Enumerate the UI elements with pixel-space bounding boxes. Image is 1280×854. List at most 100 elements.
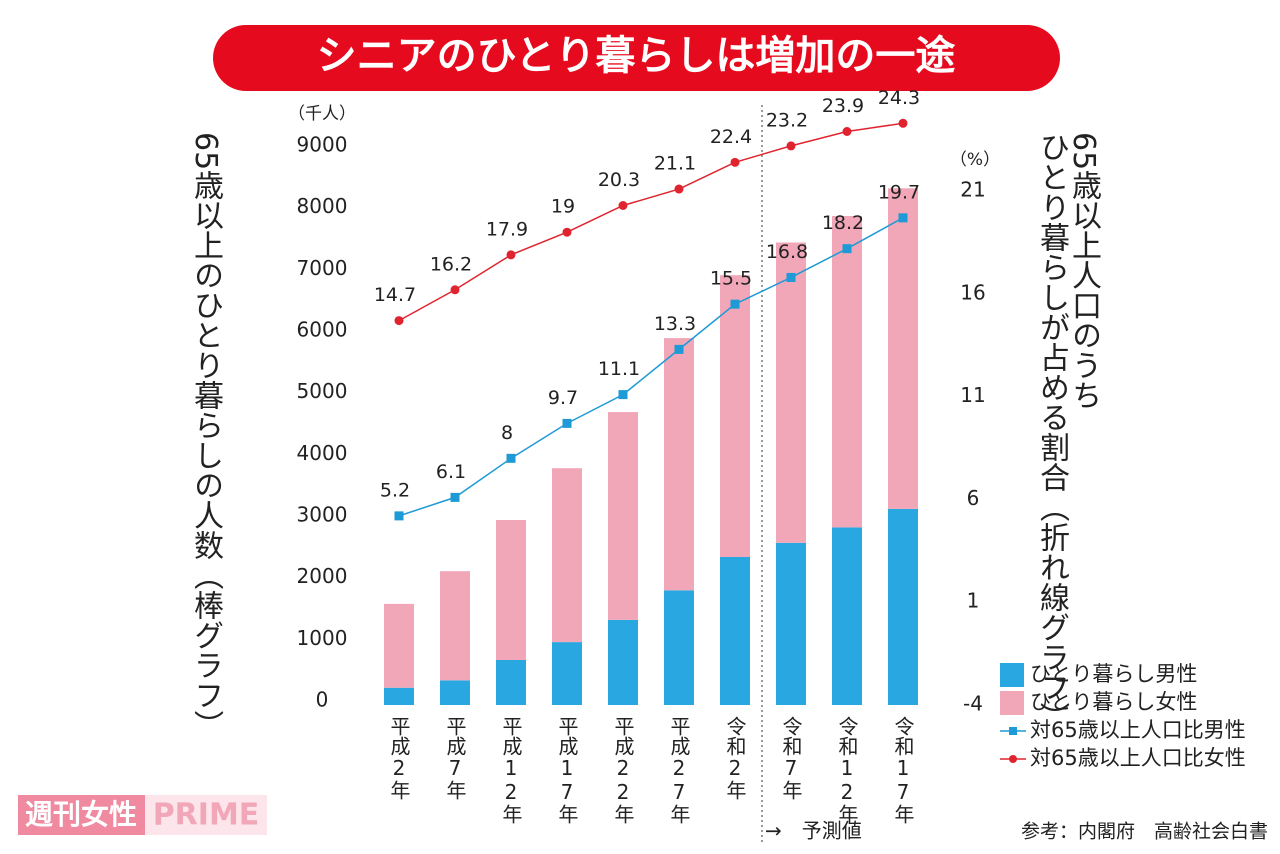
x-tick-label: 令和7年 [779,716,803,800]
bar [888,508,918,705]
x-tick-label: 令和17年 [891,716,915,824]
marker [674,184,684,194]
data-label: 5.2 [380,479,410,501]
data-label: 16.2 [430,253,472,275]
marker [450,492,460,502]
brand-box [18,795,145,835]
bar [384,603,414,688]
bar [440,571,470,681]
y2-axis-label: 65歳以上人口のうち [1066,132,1101,411]
bar [608,412,638,620]
marker [450,285,460,295]
y2-tick-label: 1 [967,589,980,613]
y-unit: （千人） [288,104,356,124]
x-tick-label: 平成12年 [499,716,523,824]
marker [730,157,740,167]
y-tick-label: 5000 [297,379,348,403]
legend-marker [1009,727,1017,735]
y2-tick-label: 11 [960,383,985,407]
y2-axis-label: ひとり暮らしが占める割合（折れ線グラフ） [1034,132,1069,732]
data-label: 13.3 [654,313,696,335]
chart-title: シニアのひとり暮らしは増加の一途 [317,33,956,79]
bar [440,680,470,705]
data-label: 19.7 [878,181,920,203]
marker [842,244,852,254]
x-tick-label: 平成27年 [667,716,691,824]
marker [674,344,684,354]
brand-box-2 [145,795,267,835]
y-tick-label: 6000 [297,318,348,342]
marker [618,201,628,210]
bar [664,590,694,705]
marker [562,227,572,237]
marker [618,390,628,400]
bar [776,242,806,543]
y-tick-label: 1000 [297,626,348,650]
bar [384,687,414,705]
x-tick-label: 平成17年 [555,716,579,824]
legend-swatch [1000,691,1024,715]
y-tick-label: 8000 [297,194,348,218]
data-label: 20.3 [598,169,640,191]
data-label: 16.8 [766,241,808,263]
marker [842,127,852,136]
y-tick-label: 3000 [297,503,348,527]
x-tick-label: 令和12年 [835,716,859,824]
x-tick-label: 平成22年 [611,716,635,824]
bar [664,338,694,591]
y-axis-label: 65歳以上のひとり暮らしの人数（棒グラフ） [188,132,223,741]
y-tick-label: 7000 [297,256,348,280]
y2-tick-label: -4 [963,692,983,716]
data-label: 9.7 [548,387,578,409]
marker [394,511,404,521]
data-label: 11.1 [598,358,640,380]
bar [832,215,862,528]
legend-swatch [1000,663,1024,687]
bar [496,520,526,660]
marker [394,316,404,326]
marker [786,272,796,282]
marker [506,250,516,260]
legend-marker [1009,755,1017,763]
marker [562,418,572,428]
data-label: 23.2 [766,109,808,131]
bar [552,642,582,705]
bar [552,468,582,643]
data-label: 19 [551,196,575,218]
y-tick-label: 0 [316,688,329,712]
data-label: 17.9 [486,218,528,240]
line [398,122,904,322]
brand: PRIME [153,798,260,833]
y-tick-label: 9000 [297,133,348,157]
y-tick-label: 4000 [297,441,348,465]
line [398,217,904,517]
forecast-note: → 予測値 [765,819,862,843]
bar [776,542,806,705]
marker [730,299,740,309]
bar [496,659,526,705]
data-label: 6.1 [436,461,466,483]
y2-tick-label: 21 [960,178,985,202]
bar [720,275,750,557]
y2-unit: （%） [950,150,1000,170]
data-label: 23.9 [822,95,864,117]
legend-label: ひとり暮らし女性 [1030,690,1197,714]
bar [608,619,638,705]
y-tick-label: 2000 [297,564,348,588]
data-label: 21.1 [654,153,696,175]
bar [888,188,918,509]
data-label: 18.2 [822,212,864,234]
marker [898,213,908,223]
title-banner [213,25,1060,91]
brand: 週刊女性 [25,798,137,831]
source: 参考：内閣府 高齢社会白書 [1021,821,1268,843]
bar [720,557,750,705]
y2-tick-label: 16 [960,280,985,304]
legend-label: 対65歳以上人口比男性 [1030,718,1246,742]
marker [506,453,516,463]
x-tick-label: 平成2年 [387,716,411,800]
data-label: 14.7 [374,284,416,306]
data-label: 8 [501,422,513,444]
